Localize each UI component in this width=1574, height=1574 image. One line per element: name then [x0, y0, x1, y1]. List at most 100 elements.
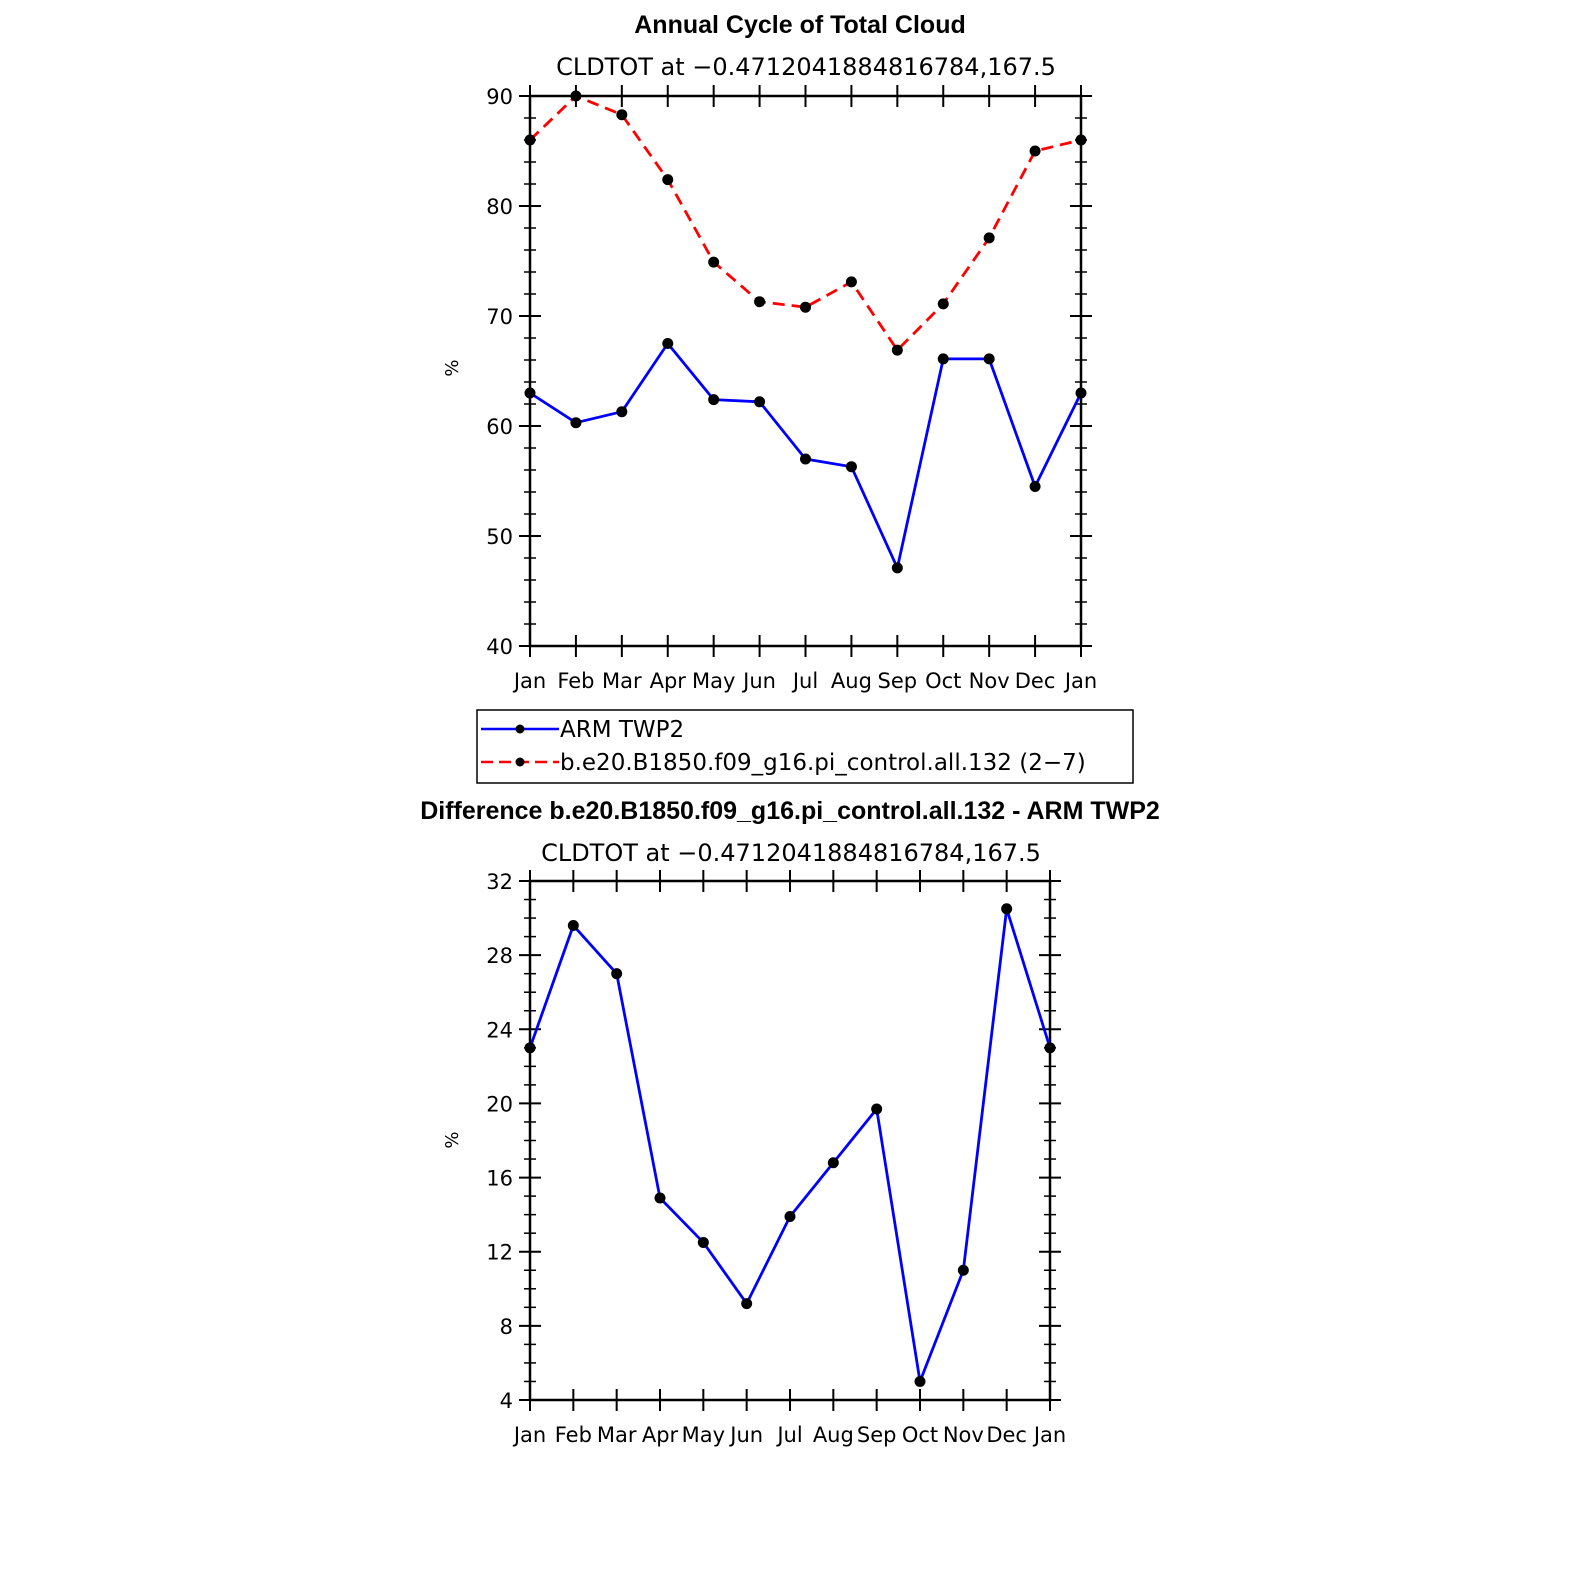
series-0-point	[914, 1375, 926, 1387]
chart1-ylabel: %	[442, 359, 463, 376]
legend-label-model: b.e20.B1850.f09_g16.pi_control.all.132 (…	[560, 750, 1086, 776]
series-1-point	[570, 90, 582, 102]
y-tick-label: 4	[500, 1389, 513, 1413]
x-tick-label: Feb	[557, 669, 594, 693]
chart2-title: Difference b.e20.B1850.f09_g16.pi_contro…	[420, 797, 1160, 825]
chart1-subtitle: CLDTOT at −0.4712041884816784,167.5	[556, 53, 1056, 81]
series-0-point	[1029, 481, 1041, 492]
series-1-point	[1075, 134, 1087, 146]
series-0-point	[983, 353, 995, 365]
x-tick-label: Dec	[1015, 669, 1056, 693]
x-tick-label: Apr	[642, 1423, 679, 1447]
series-0-point	[800, 453, 811, 465]
series-0-point	[1044, 1042, 1056, 1054]
chart1-title: Annual Cycle of Total Cloud	[634, 11, 965, 39]
chart2-subtitle: CLDTOT at −0.4712041884816784,167.5	[541, 839, 1041, 867]
y-tick-label: 8	[500, 1315, 513, 1339]
y-tick-label: 16	[486, 1167, 513, 1191]
series-1-point	[845, 276, 857, 288]
y-tick-label: 80	[486, 195, 513, 219]
series-0-point	[741, 1298, 753, 1310]
y-tick-label: 40	[486, 635, 513, 659]
x-tick-label: Jul	[775, 1423, 802, 1447]
x-tick-label: Jan	[512, 669, 546, 693]
legend: ARM TWP2 b.e20.B1850.f09_g16.pi_control.…	[476, 709, 1134, 784]
x-tick-label: Nov	[969, 669, 1010, 693]
x-tick-label: Nov	[943, 1423, 984, 1447]
chart2-series	[524, 903, 1056, 1387]
x-tick-label: Jan	[1063, 669, 1097, 693]
y-tick-label: 12	[486, 1241, 513, 1265]
x-tick-label: Jan	[1032, 1423, 1066, 1447]
x-tick-label: Oct	[902, 1423, 938, 1447]
series-1-point	[708, 256, 720, 268]
chart1-series	[524, 90, 1087, 574]
x-tick-label: Mar	[597, 1423, 637, 1447]
x-tick-label: Feb	[555, 1423, 592, 1447]
x-tick-label: Sep	[857, 1423, 897, 1447]
series-0-point	[524, 387, 536, 399]
series-1-point	[754, 296, 766, 308]
x-tick-label: Apr	[650, 669, 687, 693]
x-tick-label: Jul	[791, 669, 818, 693]
y-tick-label: 28	[486, 944, 513, 968]
series-0-point	[616, 406, 628, 418]
legend-marker-model	[515, 757, 525, 767]
x-tick-label: Jun	[728, 1423, 763, 1447]
series-0-point	[754, 396, 766, 408]
series-0-point	[784, 1210, 796, 1222]
plot-frame	[528, 94, 1083, 648]
y-tick-label: 32	[486, 870, 513, 894]
plot-frame	[528, 879, 1052, 1402]
x-tick-label: May	[682, 1423, 725, 1447]
series-0-point	[871, 1103, 883, 1115]
legend-marker-arm	[515, 724, 525, 734]
series-1-point	[800, 301, 811, 313]
series-0-point	[1075, 387, 1087, 399]
series-1-point	[891, 344, 903, 356]
x-tick-label: Mar	[602, 669, 642, 693]
x-tick-label: Aug	[813, 1423, 854, 1447]
series-1-point	[524, 134, 536, 146]
x-tick-label: Dec	[986, 1423, 1027, 1447]
chart-difference: Difference b.e20.B1850.f09_g16.pi_contro…	[420, 797, 1160, 1447]
y-tick-label: 90	[486, 85, 513, 109]
chart2-ylabel: %	[442, 1131, 463, 1148]
series-0-point	[1001, 903, 1013, 915]
series-1-point	[983, 232, 995, 244]
series-0-point	[827, 1157, 839, 1169]
y-tick-label: 70	[486, 305, 513, 329]
y-tick-label: 20	[486, 1092, 513, 1116]
series-0-point	[662, 338, 674, 349]
series-0-point	[697, 1236, 709, 1248]
series-line-0	[528, 907, 1052, 1383]
y-tick-label: 24	[486, 1018, 513, 1042]
x-tick-label: Jan	[512, 1423, 546, 1447]
series-0-point	[570, 417, 582, 429]
x-tick-label: May	[692, 669, 735, 693]
series-0-point	[654, 1192, 666, 1204]
series-1-point	[616, 109, 628, 121]
series-1-point	[662, 174, 674, 186]
series-0-point	[957, 1264, 969, 1276]
chart1-axes: 40 50 60 70 80 90 Jan Feb Mar Apr May Jun Jul Aug Sep O…	[486, 85, 1097, 693]
x-tick-label: Sep	[878, 669, 918, 693]
series-0-point	[611, 968, 623, 980]
legend-label-arm: ARM TWP2	[560, 717, 684, 743]
chart-annual-cycle: Annual Cycle of Total Cloud CLDTOT at −0…	[442, 11, 1097, 693]
chart2-axes: 4 8 12 16 20 24 28 32 Jan Feb Mar Apr May Jun Jul Aug Se…	[486, 870, 1066, 1447]
series-1-point	[937, 298, 949, 310]
series-0-point	[567, 919, 579, 931]
legend-box	[476, 709, 1134, 784]
series-0-point	[891, 562, 903, 574]
y-tick-label: 50	[486, 525, 513, 549]
series-0-point	[937, 353, 949, 365]
series-1-point	[1029, 145, 1041, 157]
y-tick-label: 60	[486, 415, 513, 439]
series-0-point	[524, 1042, 536, 1054]
series-0-point	[845, 461, 857, 473]
x-tick-label: Oct	[925, 669, 961, 693]
x-tick-label: Aug	[831, 669, 872, 693]
x-tick-label: Jun	[741, 669, 776, 693]
